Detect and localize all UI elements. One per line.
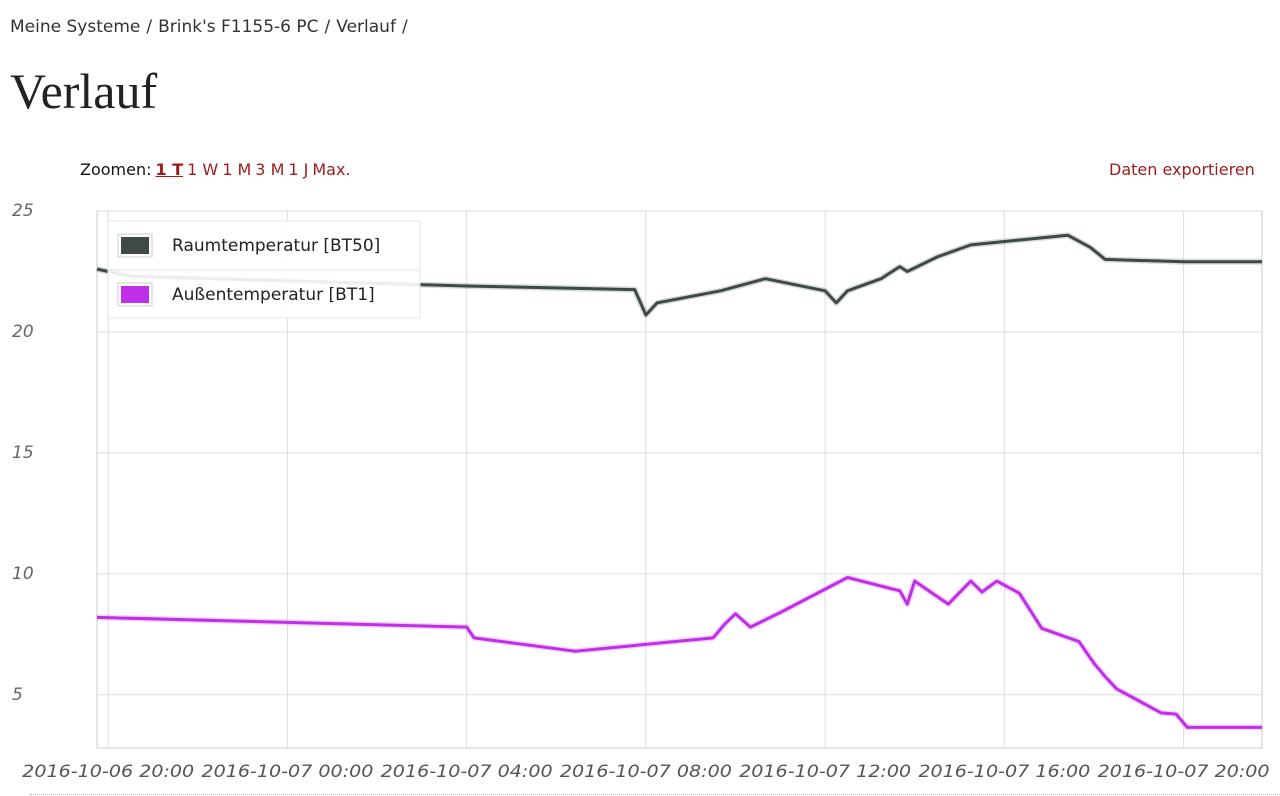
zoom-option[interactable]: 1 T	[155, 160, 184, 179]
y-tick-label: 5	[12, 685, 23, 705]
zoom-option[interactable]: 1 M	[222, 160, 252, 179]
legend-swatch-border	[117, 282, 153, 307]
y-tick-label: 10	[12, 564, 34, 584]
legend-swatch	[119, 284, 151, 305]
zoom-option[interactable]: Max.	[312, 160, 351, 179]
x-tick-label: 2016-10-07 20:00	[1098, 762, 1270, 782]
breadcrumb-link[interactable]: Brink's F1155-6 PC	[158, 17, 319, 37]
x-tick-label: 2016-10-07 16:00	[918, 762, 1090, 782]
breadcrumb-separator: /	[324, 17, 331, 37]
x-tick-label: 2016-10-06 20:00	[22, 762, 194, 782]
x-tick-label: 2016-10-07 12:00	[739, 762, 911, 782]
legend-swatch-border	[117, 233, 153, 258]
x-tick-label: 2016-10-07 08:00	[560, 762, 732, 782]
zoom-option[interactable]: 3 M	[255, 160, 285, 179]
x-tick-label: 2016-10-07 04:00	[381, 762, 553, 782]
breadcrumb-separator: /	[146, 17, 153, 37]
y-tick-label: 25	[12, 201, 34, 221]
zoom-label: Zoomen:	[80, 160, 152, 179]
breadcrumb: Meine Systeme / Brink's F1155-6 PC / Verlauf…	[10, 17, 414, 37]
breadcrumb-separator: /	[401, 17, 408, 37]
legend-label: Raumtemperatur [BT50]	[172, 236, 380, 256]
series-line	[96, 576, 1262, 729]
series-line	[96, 233, 1262, 317]
zoom-option[interactable]: 1 W	[187, 160, 219, 179]
legend-label: Außentemperatur [BT1]	[172, 285, 375, 305]
zoom-option[interactable]: 1 J	[288, 160, 309, 179]
y-tick-label: 15	[12, 443, 34, 463]
breadcrumb-link[interactable]: Meine Systeme	[10, 17, 141, 37]
divider	[30, 794, 1280, 795]
x-tick-label: 2016-10-07 00:00	[201, 762, 373, 782]
y-tick-label: 20	[12, 322, 34, 342]
page-title: Verlauf	[10, 63, 158, 119]
breadcrumb-link[interactable]: Verlauf	[336, 17, 396, 37]
export-link[interactable]: Daten exportieren	[1109, 160, 1255, 179]
legend-swatch	[119, 235, 151, 256]
